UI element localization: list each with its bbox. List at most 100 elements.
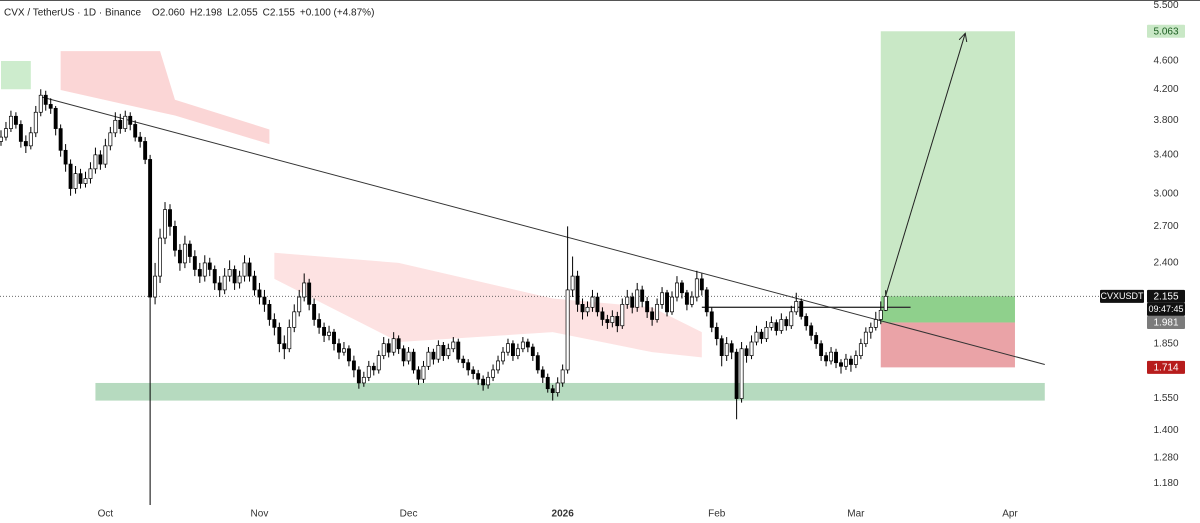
plot-area — [0, 31, 1100, 505]
candle-body — [163, 209, 167, 239]
candle-body — [461, 358, 466, 364]
candle-body — [128, 115, 133, 125]
candle-body — [371, 365, 376, 371]
candle-body — [471, 369, 476, 374]
x-tick-label: Apr — [1002, 509, 1018, 520]
candle-body — [590, 296, 595, 308]
candle-body — [704, 289, 709, 313]
candle-body — [665, 292, 669, 313]
candle-body — [237, 275, 242, 284]
candle-body — [779, 319, 784, 331]
candle-body — [789, 311, 794, 327]
candle-body — [173, 226, 177, 251]
candle-body — [307, 282, 312, 305]
candle-body — [83, 178, 88, 184]
candle-body — [58, 128, 63, 151]
candle-body — [675, 282, 679, 298]
candle-body — [182, 243, 187, 264]
candle-body — [282, 343, 287, 350]
profit-zone — [880, 31, 1015, 323]
candle-body — [158, 237, 162, 277]
candle-body — [769, 322, 774, 328]
y-tick-label: 2.400 — [1153, 258, 1178, 269]
candle-body — [212, 269, 217, 284]
candle-body — [689, 296, 694, 305]
stop-label-box — [1147, 360, 1185, 374]
candle-body — [441, 345, 446, 357]
candle-body — [217, 282, 222, 291]
candle-body — [724, 343, 729, 357]
candle-body — [187, 243, 192, 257]
candle-body — [630, 296, 635, 308]
candle-body — [600, 311, 605, 320]
candle-body — [878, 309, 883, 320]
y-tick-label: 1.850 — [1153, 338, 1178, 349]
candle-body — [386, 343, 391, 353]
candle-body — [510, 343, 515, 357]
candle-body — [595, 296, 600, 313]
countdown-box — [1147, 302, 1185, 316]
candle-body — [153, 275, 158, 298]
candle-body — [332, 331, 336, 345]
candle-body — [138, 136, 143, 142]
symbol-label-box — [1100, 289, 1144, 303]
candle-body — [819, 343, 824, 357]
candle-body — [496, 360, 500, 371]
candle-body — [749, 341, 754, 357]
candle-body — [863, 331, 868, 345]
candle-body — [257, 289, 262, 298]
x-tick-label: Oct — [98, 509, 114, 520]
header-ohlc: O2.060 — [152, 8, 185, 19]
header-ohlc: H2.198 — [190, 8, 223, 19]
candle-body — [78, 173, 83, 184]
candle-body — [18, 124, 23, 142]
candle-body — [287, 326, 292, 350]
candle-body — [466, 362, 471, 371]
candle-body — [118, 119, 123, 129]
candle-body — [436, 345, 441, 360]
candle-body — [799, 301, 804, 317]
candle-body — [714, 326, 719, 340]
candle-body — [610, 316, 615, 323]
candle-body — [317, 319, 322, 328]
candle-body — [520, 341, 525, 350]
candle-body — [28, 132, 33, 147]
candle-body — [709, 311, 714, 328]
candle-body — [719, 338, 724, 357]
candle-body — [108, 132, 113, 147]
candle-body — [605, 319, 610, 323]
entry-label-box — [1147, 315, 1185, 329]
x-tick-label: 2026 — [552, 509, 575, 520]
candle-body — [376, 355, 381, 371]
entry-label: 1.981 — [1153, 318, 1178, 329]
candle-body — [88, 168, 93, 179]
candle-body — [829, 351, 834, 362]
candle-body — [858, 343, 863, 357]
candle-body — [33, 111, 38, 134]
candle-body — [366, 365, 371, 378]
candle-body — [535, 355, 540, 371]
candle-body — [103, 145, 108, 165]
candle-body — [342, 348, 346, 353]
candle-body — [853, 355, 858, 365]
candle-body — [650, 311, 655, 320]
candle-body — [679, 282, 684, 294]
candle-body — [53, 107, 58, 129]
candle-body — [4, 128, 8, 138]
candle-body — [873, 319, 878, 328]
candle-body — [177, 249, 182, 264]
y-tick-label: 1.180 — [1153, 478, 1178, 489]
candle-body — [635, 289, 640, 308]
candle-body — [13, 115, 18, 125]
header-ohlc: C2.155 — [263, 8, 296, 19]
candle-body — [192, 256, 197, 270]
candle-body — [456, 341, 461, 360]
candle-body — [759, 331, 764, 340]
candle-body — [555, 382, 560, 393]
header-symbol: CVX / TetherUS · 1D · Binance — [4, 8, 142, 19]
candle-body — [133, 124, 138, 138]
candle-body — [824, 355, 829, 362]
candle-body — [585, 306, 590, 313]
candle-body — [426, 351, 431, 367]
